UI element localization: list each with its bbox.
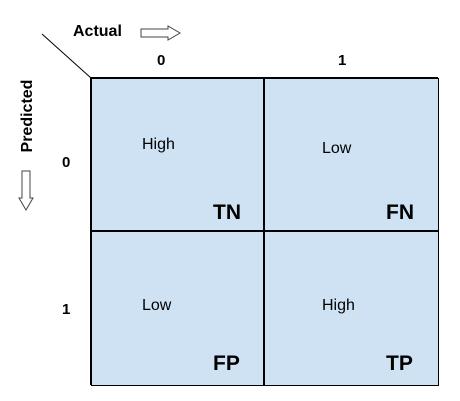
predicted-tick-0: 0 — [62, 154, 71, 171]
cell-code: TN — [213, 201, 241, 224]
cell-false-positive: Low FP — [91, 231, 264, 386]
actual-tick-1: 1 — [338, 52, 347, 69]
cell-true-positive: High TP — [264, 231, 439, 386]
confusion-matrix: High TN Low FN Low FP High TP — [90, 77, 439, 386]
cell-code: FP — [213, 352, 240, 375]
cell-level: High — [142, 136, 175, 153]
cell-level: High — [322, 297, 355, 314]
predicted-axis-label: Predicted — [19, 79, 36, 153]
cell-level: Low — [322, 140, 352, 157]
cell-level: Low — [142, 297, 172, 314]
cell-false-negative: Low FN — [264, 78, 439, 231]
cell-code: FN — [386, 201, 414, 224]
actual-tick-0: 0 — [157, 52, 166, 69]
cell-true-negative: High TN — [91, 78, 264, 231]
predicted-tick-1: 1 — [62, 301, 71, 318]
actual-axis-label: Actual — [73, 23, 122, 40]
corner-diagonal — [41, 33, 92, 79]
down-arrow-icon — [18, 170, 34, 211]
right-arrow-icon — [140, 25, 181, 41]
cell-code: TP — [386, 352, 413, 375]
